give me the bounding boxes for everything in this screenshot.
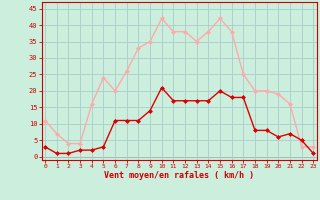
X-axis label: Vent moyen/en rafales ( km/h ): Vent moyen/en rafales ( km/h ) [104,171,254,180]
